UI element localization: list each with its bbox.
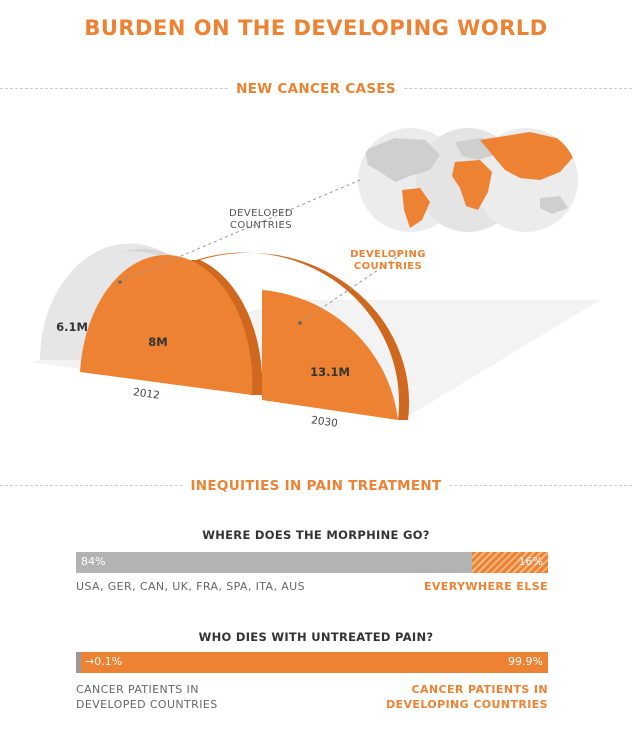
developing-2012-side (190, 260, 263, 395)
developed-label: DEVELOPED COUNTRIES (229, 208, 293, 231)
section-header-cases: NEW CANCER CASES (0, 78, 632, 97)
pain-developed-value: →0.1% (85, 655, 123, 668)
morphine-rich-value: 84% (81, 555, 106, 568)
year-2012-label: 2012 (132, 386, 160, 402)
developed-leader-line (119, 179, 361, 283)
developing-leader-line (299, 254, 401, 324)
developing-2012-value: 8M (148, 335, 167, 349)
cancer-cases-chart: DEVELOPED COUNTRIES DEVELOPING COUNTRIES 6… (30, 128, 600, 430)
morphine-else-value: 16% (518, 555, 543, 568)
morphine-chart-title: WHERE DOES THE MORPHINE GO? (202, 528, 430, 542)
pain-bar: →0.1% 99.9% (76, 652, 548, 673)
developing-2030-value: 13.1M (310, 365, 350, 379)
morphine-rich-caption: USA, GER, CAN, UK, FRA, SPA, ITA, AUS (76, 580, 306, 593)
morphine-bar-rich-countries: 84% (76, 552, 472, 573)
morphine-else-caption: EVERYWHERE ELSE (423, 580, 548, 593)
pain-developed-caption: CANCER PATIENTS IN DEVELOPED COUNTRIES (76, 683, 218, 711)
pain-developing-value: 99.9% (508, 655, 543, 668)
developing-2030-side (190, 252, 410, 420)
section-label-pain: INEQUITIES IN PAIN TREATMENT (182, 478, 450, 494)
pain-chart-title: WHO DIES WITH UNTREATED PAIN? (198, 630, 434, 644)
developing-2012-shape (80, 255, 253, 395)
pain-developing-caption: CANCER PATIENTS IN DEVELOPING COUNTRIES (386, 683, 548, 711)
section-label-cases: NEW CANCER CASES (228, 81, 404, 97)
morphine-bar-everywhere-else: 16% (472, 552, 548, 573)
page-title: BURDEN ON THE DEVELOPING WORLD (84, 16, 548, 40)
year-2030-label: 2030 (310, 414, 338, 430)
world-map-icon (358, 128, 578, 232)
section-header-pain: INEQUITIES IN PAIN TREATMENT (0, 475, 632, 494)
morphine-bar: 84% 16% (76, 552, 548, 573)
developing-2030-shape (262, 290, 398, 420)
developing-label: DEVELOPING COUNTRIES (350, 249, 426, 272)
developed-2012-value: 6.1M (56, 320, 88, 334)
pain-bar-developing: →0.1% 99.9% (81, 652, 548, 673)
pain-bar-developed (76, 652, 81, 673)
arrow-right-icon: → (85, 655, 95, 668)
